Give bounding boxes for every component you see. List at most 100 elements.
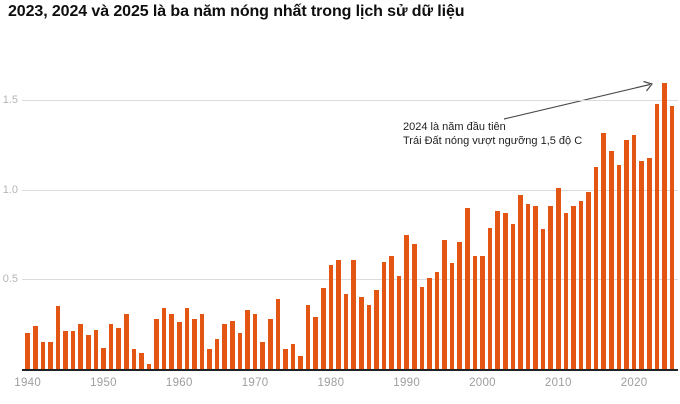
bar-2011 bbox=[563, 213, 569, 369]
bar-1996 bbox=[449, 263, 455, 369]
x-axis-label-1960: 1960 bbox=[165, 377, 193, 389]
bar-2007 bbox=[533, 206, 538, 369]
bar-1951 bbox=[108, 324, 114, 369]
x-axis-label-1970: 1970 bbox=[241, 377, 269, 389]
bar-1959 bbox=[169, 313, 174, 369]
bar-1980 bbox=[328, 265, 334, 369]
bar-1943 bbox=[48, 342, 53, 369]
bar-2020 bbox=[631, 134, 637, 369]
y-axis-label-0.5: 0.5 bbox=[2, 273, 18, 285]
bar-1984 bbox=[358, 297, 364, 369]
bar-2014 bbox=[586, 191, 591, 369]
bar-1982 bbox=[343, 293, 349, 369]
y-axis-label-1.5: 1.5 bbox=[2, 94, 18, 106]
bar-1967 bbox=[230, 320, 235, 369]
bar-1965 bbox=[214, 338, 220, 369]
bar-2018 bbox=[616, 164, 622, 369]
bar-1973 bbox=[275, 299, 281, 369]
bar-2019 bbox=[624, 139, 629, 369]
bar-1989 bbox=[396, 275, 402, 369]
annotation-line-1: 2024 là năm đầu tiên bbox=[403, 121, 506, 133]
bar-2009 bbox=[548, 206, 553, 369]
bar-1964 bbox=[207, 349, 212, 369]
annotation-callout: 2024 là năm đầu tiên Trái Đất nóng vượt … bbox=[403, 120, 582, 148]
x-axis-label-1950: 1950 bbox=[90, 377, 117, 389]
bar-1997 bbox=[457, 241, 463, 369]
bar-1999 bbox=[472, 256, 478, 369]
bar-1950 bbox=[101, 347, 106, 369]
gridline-1.5 bbox=[22, 100, 678, 101]
bar-1954 bbox=[131, 349, 137, 369]
bar-1968 bbox=[237, 333, 243, 369]
bar-2008 bbox=[540, 229, 546, 369]
bar-1944 bbox=[55, 306, 61, 369]
bar-2013 bbox=[578, 200, 584, 369]
bar-2005 bbox=[518, 195, 523, 369]
bar-1961 bbox=[184, 308, 190, 369]
annotation-line-2: Trái Đất nóng vượt ngưỡng 1,5 độ C bbox=[403, 135, 583, 147]
bar-1971 bbox=[260, 342, 265, 369]
x-axis-label-2020: 2020 bbox=[620, 377, 648, 389]
bar-1977 bbox=[305, 304, 311, 369]
gridline-0.5 bbox=[22, 279, 678, 280]
bar-1946 bbox=[70, 331, 76, 369]
bar-1981 bbox=[336, 259, 341, 369]
bar-1993 bbox=[427, 277, 432, 369]
bar-1978 bbox=[313, 317, 319, 369]
bar-2023 bbox=[654, 104, 660, 369]
bar-1995 bbox=[442, 240, 447, 369]
x-axis-label-2010: 2010 bbox=[544, 377, 572, 389]
bar-1957 bbox=[154, 318, 159, 369]
bar-1986 bbox=[374, 290, 379, 369]
bar-1988 bbox=[389, 256, 394, 369]
bar-1979 bbox=[321, 288, 326, 369]
bar-1991 bbox=[411, 243, 417, 369]
x-axis-label-2000: 2000 bbox=[469, 377, 496, 389]
bar-1972 bbox=[267, 318, 273, 369]
bar-1955 bbox=[139, 352, 144, 369]
bar-2015 bbox=[593, 166, 599, 369]
chart-title: 2023, 2024 và 2025 là ba năm nóng nhất t… bbox=[8, 3, 465, 20]
bar-1947 bbox=[78, 324, 84, 369]
x-axis-label-1940: 1940 bbox=[14, 377, 42, 389]
bar-1976 bbox=[298, 356, 303, 369]
bar-1962 bbox=[192, 318, 197, 369]
bar-1974 bbox=[283, 349, 288, 369]
x-axis-label-1990: 1990 bbox=[393, 377, 421, 389]
bar-1969 bbox=[245, 309, 250, 369]
bar-1948 bbox=[86, 334, 91, 369]
bar-1990 bbox=[404, 234, 409, 369]
bar-1966 bbox=[222, 324, 228, 369]
bar-1945 bbox=[63, 331, 68, 369]
bar-1952 bbox=[116, 327, 121, 369]
bar-1940 bbox=[25, 333, 30, 369]
bar-2025 bbox=[669, 105, 675, 369]
bar-1942 bbox=[40, 342, 46, 369]
bar-1983 bbox=[351, 259, 356, 369]
bar-2000 bbox=[480, 256, 485, 369]
bar-2002 bbox=[495, 211, 500, 369]
bar-2022 bbox=[646, 157, 652, 369]
x-axis-label-1980: 1980 bbox=[317, 377, 345, 389]
bar-1970 bbox=[252, 313, 258, 369]
bar-2012 bbox=[571, 206, 576, 369]
bar-1941 bbox=[32, 326, 38, 369]
bar-2021 bbox=[639, 161, 644, 369]
bar-1987 bbox=[381, 261, 387, 369]
bar-2001 bbox=[487, 227, 493, 369]
gridline-1.0 bbox=[22, 189, 678, 191]
bar-1960 bbox=[177, 322, 182, 369]
bar-2003 bbox=[502, 213, 508, 369]
bar-1975 bbox=[290, 343, 296, 369]
bar-1949 bbox=[93, 329, 99, 369]
bar-1992 bbox=[419, 286, 425, 369]
x-axis-line bbox=[22, 368, 678, 371]
bar-1963 bbox=[199, 313, 205, 369]
bar-2010 bbox=[556, 188, 561, 369]
bar-1958 bbox=[161, 308, 167, 369]
bar-1956 bbox=[146, 363, 152, 369]
bar-2004 bbox=[510, 224, 516, 369]
bar-1994 bbox=[434, 272, 440, 369]
y-axis-label-1.0: 1.0 bbox=[2, 183, 18, 196]
